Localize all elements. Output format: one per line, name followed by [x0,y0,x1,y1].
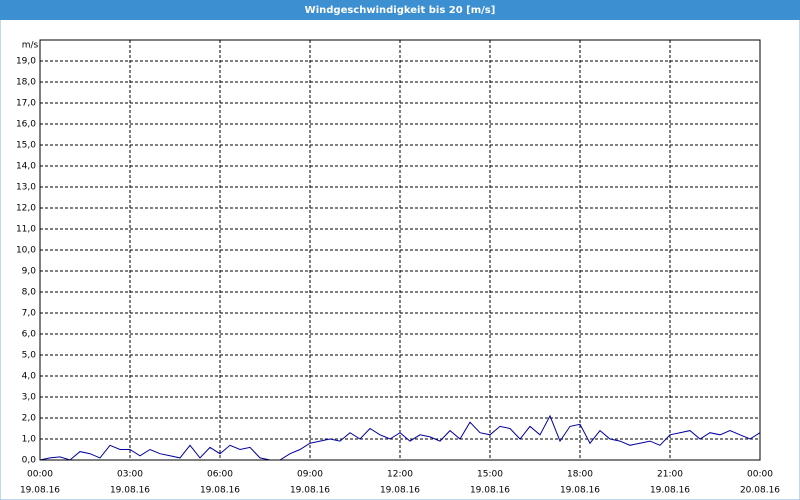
y-tick-label: 3,0 [22,393,37,403]
y-tick-label: 1,0 [22,435,37,445]
y-tick-label: 5,0 [22,351,37,361]
plot [39,414,761,461]
x-tick-date: 19.08.16 [110,486,150,496]
y-tick-label: 17,0 [16,99,36,109]
y-tick-label: 0,0 [22,456,37,466]
x-tick-label: 00:00 [27,470,53,480]
y-tick-label: 9,0 [22,267,37,277]
x-tick-label: 00:00 [747,470,773,480]
data-line [39,414,761,461]
chart-title: Windgeschwindigkeit bis 20 [m/s] [305,5,496,16]
x-tick-label: 06:00 [207,470,233,480]
x-tick-label: 18:00 [567,470,593,480]
x-tick-label: 03:00 [117,470,143,480]
y-tick-label: 16,0 [16,120,36,130]
x-tick-label: 15:00 [477,470,503,480]
y-tick-label: 12,0 [16,204,36,214]
y-tick-label: 6,0 [22,330,37,340]
y-tick-label: 10,0 [16,246,36,256]
x-tick-date: 19.08.16 [200,486,240,496]
grid [39,40,761,461]
title-bar [0,0,800,20]
x-tick-date: 19.08.16 [560,486,600,496]
x-tick-date: 19.08.16 [650,486,690,496]
plot-frame [39,39,761,461]
y-tick-label: 7,0 [22,309,37,319]
y-axis-label: m/s [22,41,39,51]
x-tick-date: 19.08.16 [20,486,60,496]
y-tick-label: 4,0 [22,372,37,382]
y-tick-label: 15,0 [16,141,36,151]
y-tick-label: 14,0 [16,162,36,172]
x-tick-label: 12:00 [387,470,413,480]
y-tick-label: 2,0 [22,414,37,424]
y-tick-label: 18,0 [16,78,36,88]
y-tick-label: 8,0 [22,288,37,298]
y-tick-label: 11,0 [16,225,36,235]
y-tick-label: 13,0 [16,183,36,193]
x-tick-date: 20.08.16 [740,486,780,496]
y-tick-label: 19,0 [16,57,36,67]
x-tick-label: 09:00 [297,470,323,480]
x-tick-date: 19.08.16 [380,486,420,496]
x-tick-date: 19.08.16 [470,486,510,496]
x-tick-date: 19.08.16 [290,486,330,496]
x-tick-label: 21:00 [657,470,683,480]
